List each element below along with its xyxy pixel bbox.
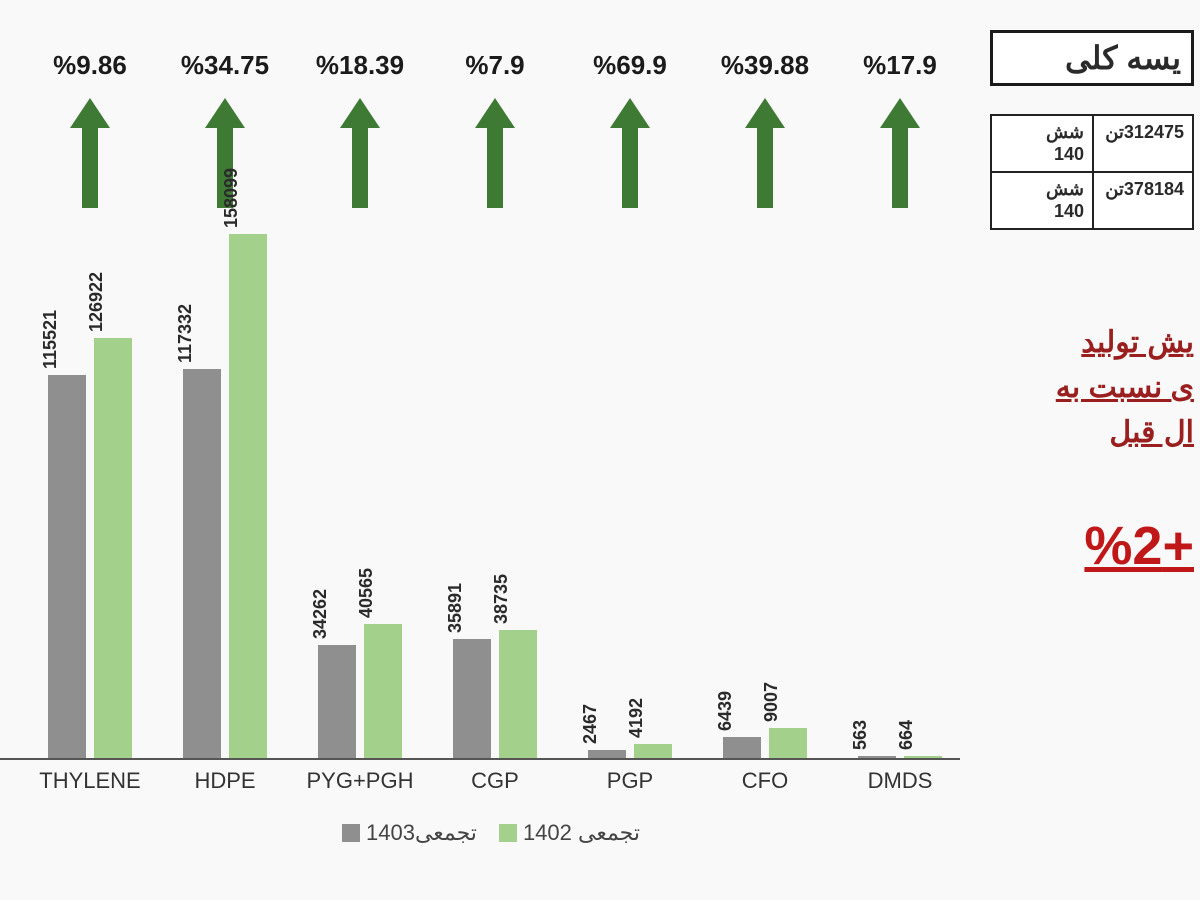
legend-swatch: [342, 824, 360, 842]
bar-s1403: 126922: [94, 338, 132, 758]
bar-s1402: 34262: [318, 645, 356, 758]
table-cell-label-l2: 140: [1054, 144, 1084, 164]
percent-label: %69.9: [565, 50, 695, 81]
up-arrow-icon: [700, 98, 830, 213]
category-label: CFO: [700, 768, 830, 794]
bar-value: 4192: [626, 698, 647, 738]
panel-title: یسه کلی: [990, 30, 1194, 86]
table-cell-label-l1: شش: [1046, 179, 1084, 199]
bar-value: 563: [850, 720, 871, 750]
up-arrow-icon: [430, 98, 560, 213]
percent-label: %7.9: [430, 50, 560, 81]
bar-value: 6439: [715, 691, 736, 731]
up-arrow-icon: [295, 98, 425, 213]
percent-label: %39.88: [700, 50, 830, 81]
percent-row: %9.86%34.75%18.39%7.9%69.9%39.88%17.9: [0, 50, 960, 100]
table-row: 378184تنشش140: [992, 173, 1192, 228]
bar-value: 115521: [40, 310, 61, 369]
bar-value: 35891: [445, 583, 466, 633]
bar-value: 158099: [221, 168, 242, 228]
category-label: HDPE: [160, 768, 290, 794]
bar-s1402: 563: [858, 756, 896, 758]
percent-label: %18.39: [295, 50, 425, 81]
chart-frame: %9.86%34.75%18.39%7.9%69.9%39.88%17.9 11…: [0, 20, 960, 880]
category-label: THYLENE: [25, 768, 155, 794]
bars-area: 1155211269221173321580993426240565358913…: [0, 230, 960, 760]
bar-s1403: 38735: [499, 630, 537, 758]
up-arrow-icon: [565, 98, 695, 213]
bar-group: 115521126922: [25, 338, 155, 758]
legend-swatch: [499, 824, 517, 842]
category-label: PGP: [565, 768, 695, 794]
table-cell-value: 378184تن: [1092, 173, 1192, 228]
bar-s1402: 6439: [723, 737, 761, 758]
total-percent: +%2: [990, 515, 1194, 577]
chart-legend: تجمعی 1402 تجمعی1403: [0, 820, 960, 846]
bar-s1402: 35891: [453, 639, 491, 758]
bar-group: 6439 9007: [700, 728, 830, 758]
bar-s1403: 40565: [364, 624, 402, 758]
percent-label: %34.75: [160, 50, 290, 81]
bar-group: 3589138735: [430, 630, 560, 758]
bar-s1402: 117332: [183, 369, 221, 758]
bar-value: 34262: [310, 588, 331, 638]
category-label: DMDS: [835, 768, 965, 794]
category-label: CGP: [430, 768, 560, 794]
percent-label: %9.86: [25, 50, 155, 81]
panel-subtitle: یش تولیدی نسبت بهال قبل: [990, 320, 1194, 455]
bar-s1403: 9007: [769, 728, 807, 758]
table-cell-label-l1: شش: [1046, 122, 1084, 142]
up-arrow-icon: [25, 98, 155, 213]
percent-label: %17.9: [835, 50, 965, 81]
arrow-row: [0, 98, 960, 218]
summary-table: 312475تنشش140378184تنشش140: [990, 114, 1194, 230]
bar-value: 117332: [175, 304, 196, 363]
up-arrow-icon: [835, 98, 965, 213]
table-cell-label-l2: 140: [1054, 201, 1084, 221]
bar-value: 9007: [761, 682, 782, 722]
bar-s1403: 4192: [634, 744, 672, 758]
category-label: PYG+PGH: [295, 768, 425, 794]
table-cell-label: شش140: [992, 173, 1092, 228]
side-panel: یسه کلی 312475تنشش140378184تنشش140 یش تو…: [960, 20, 1200, 880]
bar-value: 38735: [491, 574, 512, 624]
bar-group: 563 664: [835, 756, 965, 758]
bar-s1402: 115521: [48, 375, 86, 758]
subtitle-line: ی نسبت به: [990, 365, 1194, 410]
subtitle-line: یش تولید: [990, 320, 1194, 365]
subtitle-line: ال قبل: [990, 410, 1194, 455]
bar-s1403: 664: [904, 756, 942, 758]
table-cell-label: شش140: [992, 116, 1092, 171]
bar-value: 40565: [356, 568, 377, 618]
table-cell-value: 312475تن: [1092, 116, 1192, 171]
bar-s1403: 158099: [229, 234, 267, 758]
legend-label: تجمعی 1402: [523, 820, 640, 845]
bar-s1402: 2467: [588, 750, 626, 758]
table-row: 312475تنشش140: [992, 116, 1192, 173]
bar-group: 3426240565: [295, 624, 425, 758]
bar-group: 117332158099: [160, 234, 290, 758]
bar-value: 2467: [580, 704, 601, 744]
bar-value: 664: [896, 720, 917, 750]
legend-label: تجمعی1403: [366, 820, 477, 845]
bar-value: 126922: [86, 272, 107, 332]
category-row: THYLENEHDPEPYG+PGHCGPPGPCFODMDS: [0, 768, 960, 808]
bar-group: 2467 4192: [565, 744, 695, 758]
